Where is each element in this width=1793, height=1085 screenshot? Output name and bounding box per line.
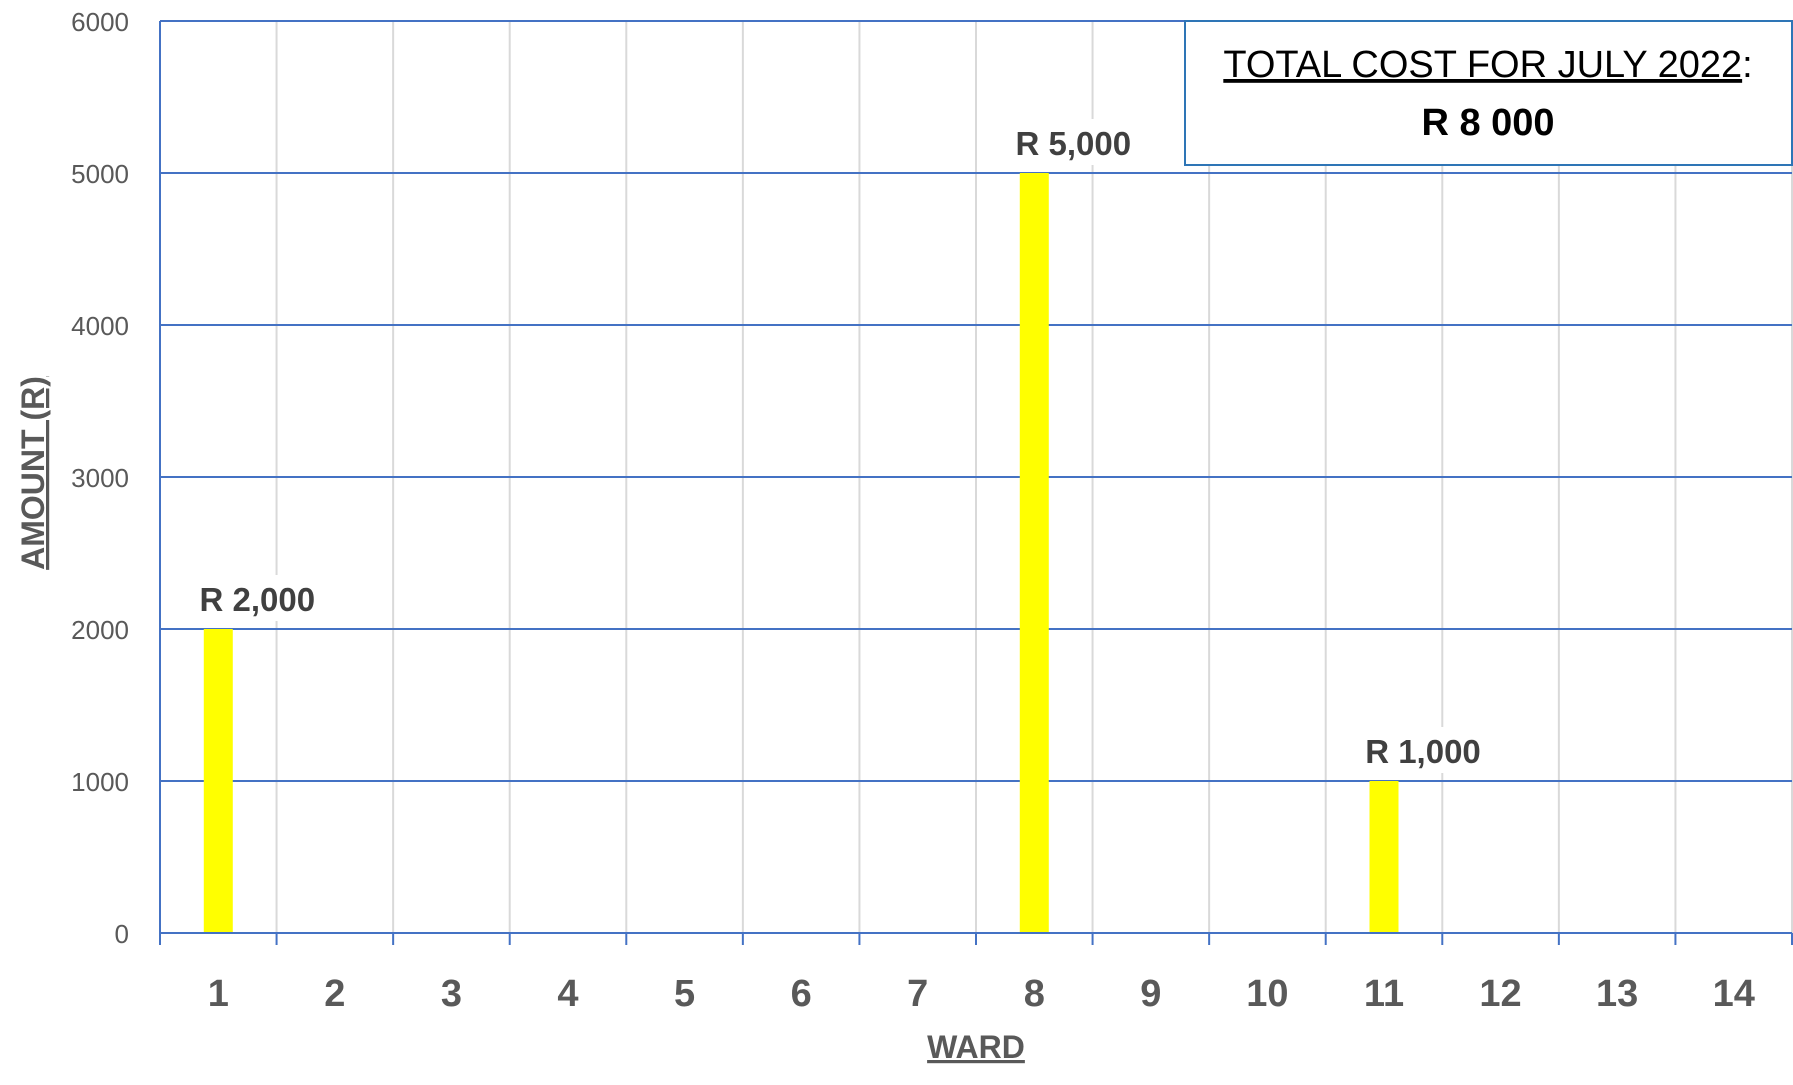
- bar-ward-1: [203, 629, 233, 933]
- total-cost-label: TOTAL COST FOR JULY 2022: [1223, 44, 1742, 86]
- x-tick-label: 12: [1479, 973, 1521, 1015]
- data-label: R 1,000: [1365, 733, 1481, 770]
- x-tick-label: 13: [1596, 973, 1638, 1015]
- data-label-background: [1005, 119, 1142, 165]
- data-label: R 2,000: [199, 581, 315, 618]
- y-tick-label: 4000: [71, 311, 129, 341]
- total-cost-box-border: [1184, 20, 1793, 166]
- y-tick-label: 2000: [71, 615, 129, 645]
- bars-layer: [203, 173, 1399, 933]
- x-tick-label: 3: [441, 973, 462, 1015]
- x-tick-label: 7: [907, 973, 928, 1015]
- data-label: R 5,000: [1015, 125, 1131, 162]
- x-tick-label: 8: [1024, 973, 1045, 1015]
- data-label-background: [1355, 727, 1491, 773]
- total-cost-annotation: TOTAL COST FOR JULY 2022: R 8 000: [1184, 20, 1793, 166]
- x-tick-label: 1: [208, 973, 229, 1015]
- y-tick-label: 0: [115, 919, 129, 949]
- grid-layer: [159, 20, 1793, 933]
- x-tick-label: 2: [324, 973, 345, 1015]
- x-tick-label: 6: [791, 973, 812, 1015]
- x-tick-label: 5: [674, 973, 695, 1015]
- x-tick-label: 9: [1140, 973, 1161, 1015]
- x-axis-title: WARD: [927, 1029, 1025, 1065]
- total-cost-label-line: TOTAL COST FOR JULY 2022:: [1223, 44, 1752, 86]
- x-tick-label: 4: [557, 973, 578, 1015]
- axes-layer: [159, 21, 1793, 945]
- y-axis-title: AMOUNT (R): [15, 376, 51, 570]
- bar-ward-11: [1369, 781, 1399, 933]
- total-cost-value: R 8 000: [1421, 102, 1554, 144]
- bar-ward-8: [1019, 173, 1049, 933]
- y-tick-label: 3000: [71, 463, 129, 493]
- total-cost-separator: :: [1742, 44, 1753, 86]
- y-tick-label: 6000: [71, 7, 129, 37]
- data-label-background: [189, 575, 326, 621]
- x-tick-label: 10: [1246, 973, 1288, 1015]
- y-tick-label: 1000: [71, 767, 129, 797]
- x-tick-label: 14: [1713, 973, 1755, 1015]
- y-tick-label: 5000: [71, 159, 129, 189]
- x-tick-label: 11: [1364, 973, 1404, 1015]
